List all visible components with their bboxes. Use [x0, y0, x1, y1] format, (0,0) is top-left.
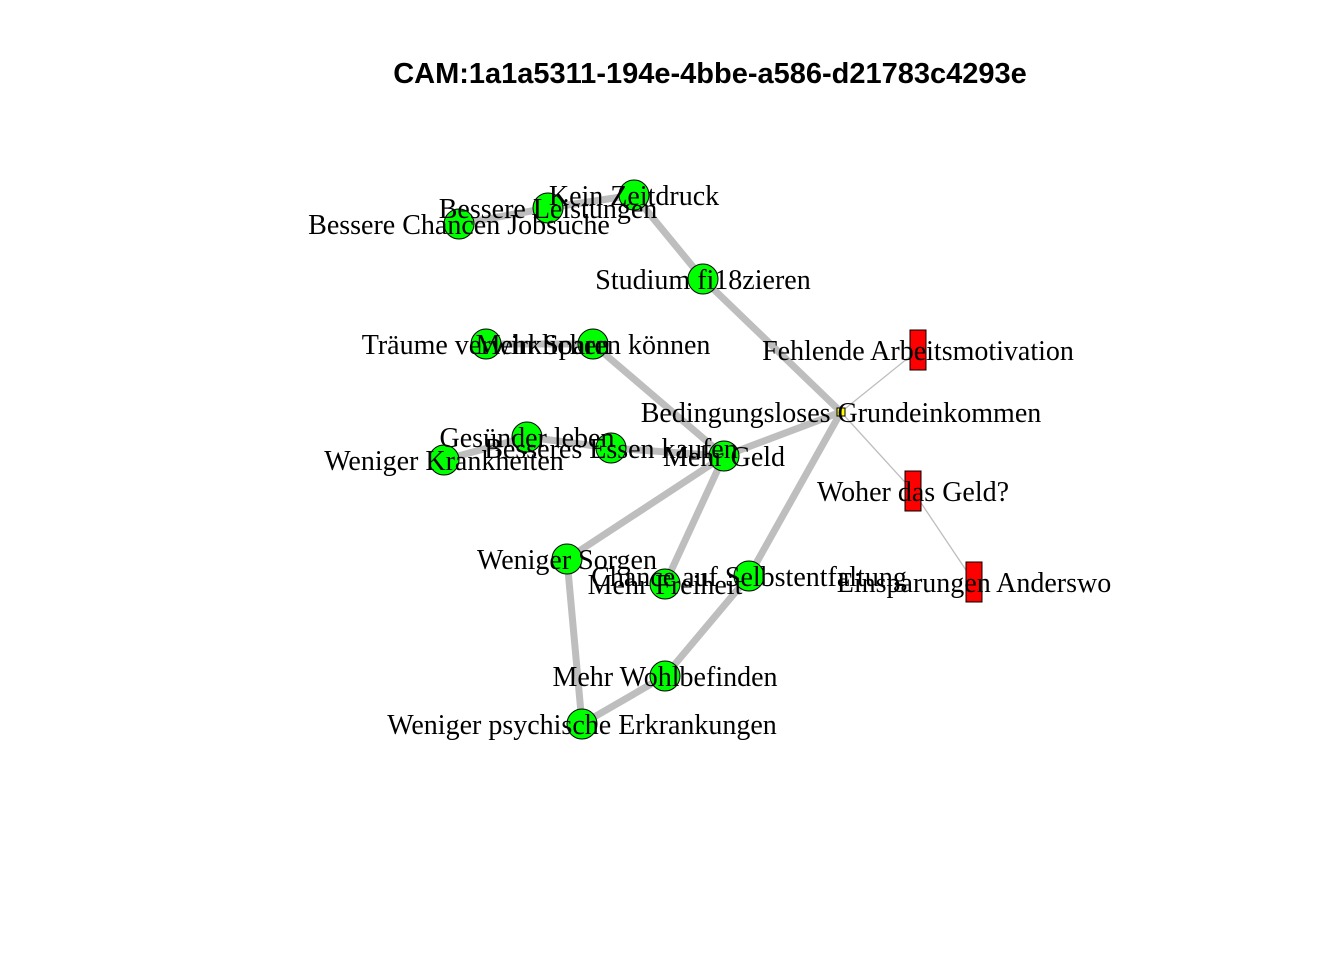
node-n18: [649, 660, 681, 692]
node-n6: [687, 263, 719, 295]
node-label-n6: Studium fi18zieren: [595, 265, 810, 296]
node-label-n16: Mehr Freiheit: [588, 570, 743, 601]
page-title: CAM:1a1a5311-194e-4bbe-a586-d21783c4293e: [393, 58, 1027, 90]
node-label-n5: Mehr Geld: [663, 442, 785, 473]
node-n8: [532, 192, 564, 224]
node-label-n7: Kein Zeitdruck: [549, 181, 719, 212]
node-n2: [909, 329, 927, 371]
node-label-n1: Bedingungsloses Grundeinkommen: [641, 398, 1042, 429]
node-label-n4: Einsparungen Anderswo: [837, 568, 1112, 599]
node-label-n9: Bessere Chancen Jobsuche: [308, 210, 610, 241]
edge-n1-n5: [720, 408, 845, 460]
edge-n5-n12: [607, 444, 728, 460]
edge-n15-n19: [563, 555, 586, 728]
node-n3: [904, 470, 922, 512]
node-label-n8: Bessere Leistungen: [439, 194, 658, 225]
edge-n17-n18: [661, 572, 753, 680]
node-label-n19: Weniger psychische Erkrankungen: [387, 710, 777, 741]
node-label-n17: Chance auf Selbstentfaltung: [591, 562, 907, 593]
edge-n5-n10: [589, 340, 728, 460]
node-n4: [965, 561, 983, 603]
node-n5: [708, 440, 740, 472]
node-n10: [577, 328, 609, 360]
node-label-n13: Gesünder leben: [440, 423, 615, 454]
edge-n1-n17: [745, 408, 845, 580]
edge-n5-n16: [661, 452, 728, 588]
node-label-n2: Fehlende Arbeitsmotivation: [762, 336, 1074, 367]
edge-n3-n4: [912, 490, 975, 583]
edge-n1-n2: [840, 349, 919, 413]
node-n19: [566, 708, 598, 740]
node-n12: [595, 432, 627, 464]
nodes-layer: [428, 179, 983, 740]
node-n11: [470, 328, 502, 360]
node-label-n11: Träume verwirklichen: [362, 330, 611, 361]
node-n15: [551, 543, 583, 575]
node-label-n18: Mehr Wohlbefinden: [552, 662, 777, 693]
node-label-n3: Woher das Geld?: [817, 477, 1009, 508]
labels-layer: Bedingungsloses Grundeinkommen Fehlende A…: [308, 181, 1111, 741]
edge-n1-n3: [840, 411, 914, 492]
edge-n18-n19: [578, 672, 669, 728]
edge-n6-n7: [630, 191, 707, 283]
node-n17: [733, 560, 765, 592]
node-n9: [443, 208, 475, 240]
node-n16: [649, 568, 681, 600]
node-label-n12: Besseres Essen kaufen: [484, 434, 737, 465]
node-label-n10: Mehr Sparen können: [476, 330, 711, 361]
node-label-n14: Weniger Krankheiten: [324, 446, 564, 477]
edge-n5-n15: [563, 452, 728, 563]
node-n7: [618, 179, 650, 211]
node-n14: [428, 444, 460, 476]
edge-n1-n6: [699, 275, 845, 416]
node-label-n15: Weniger Sorgen: [477, 545, 657, 576]
node-n1: [836, 407, 846, 417]
node-n13: [511, 421, 543, 453]
